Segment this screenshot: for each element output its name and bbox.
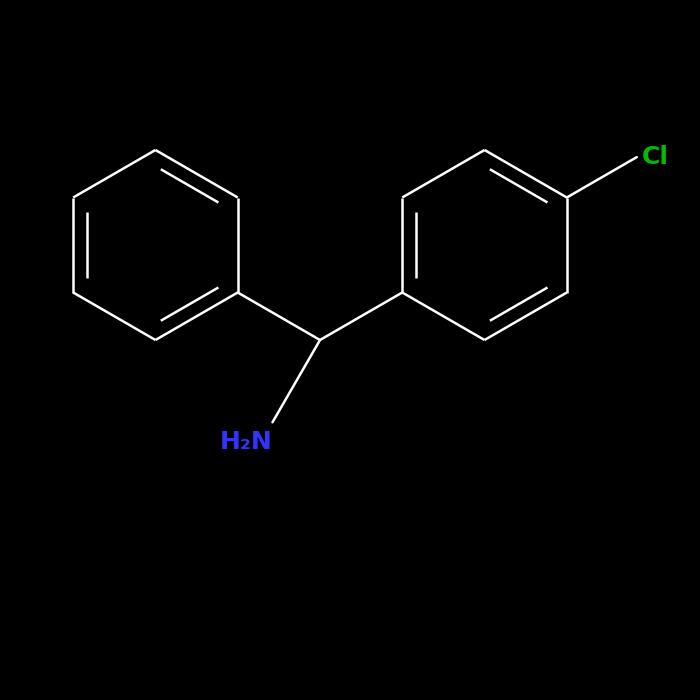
Text: Cl: Cl xyxy=(642,145,668,169)
Text: H₂N: H₂N xyxy=(220,430,272,454)
